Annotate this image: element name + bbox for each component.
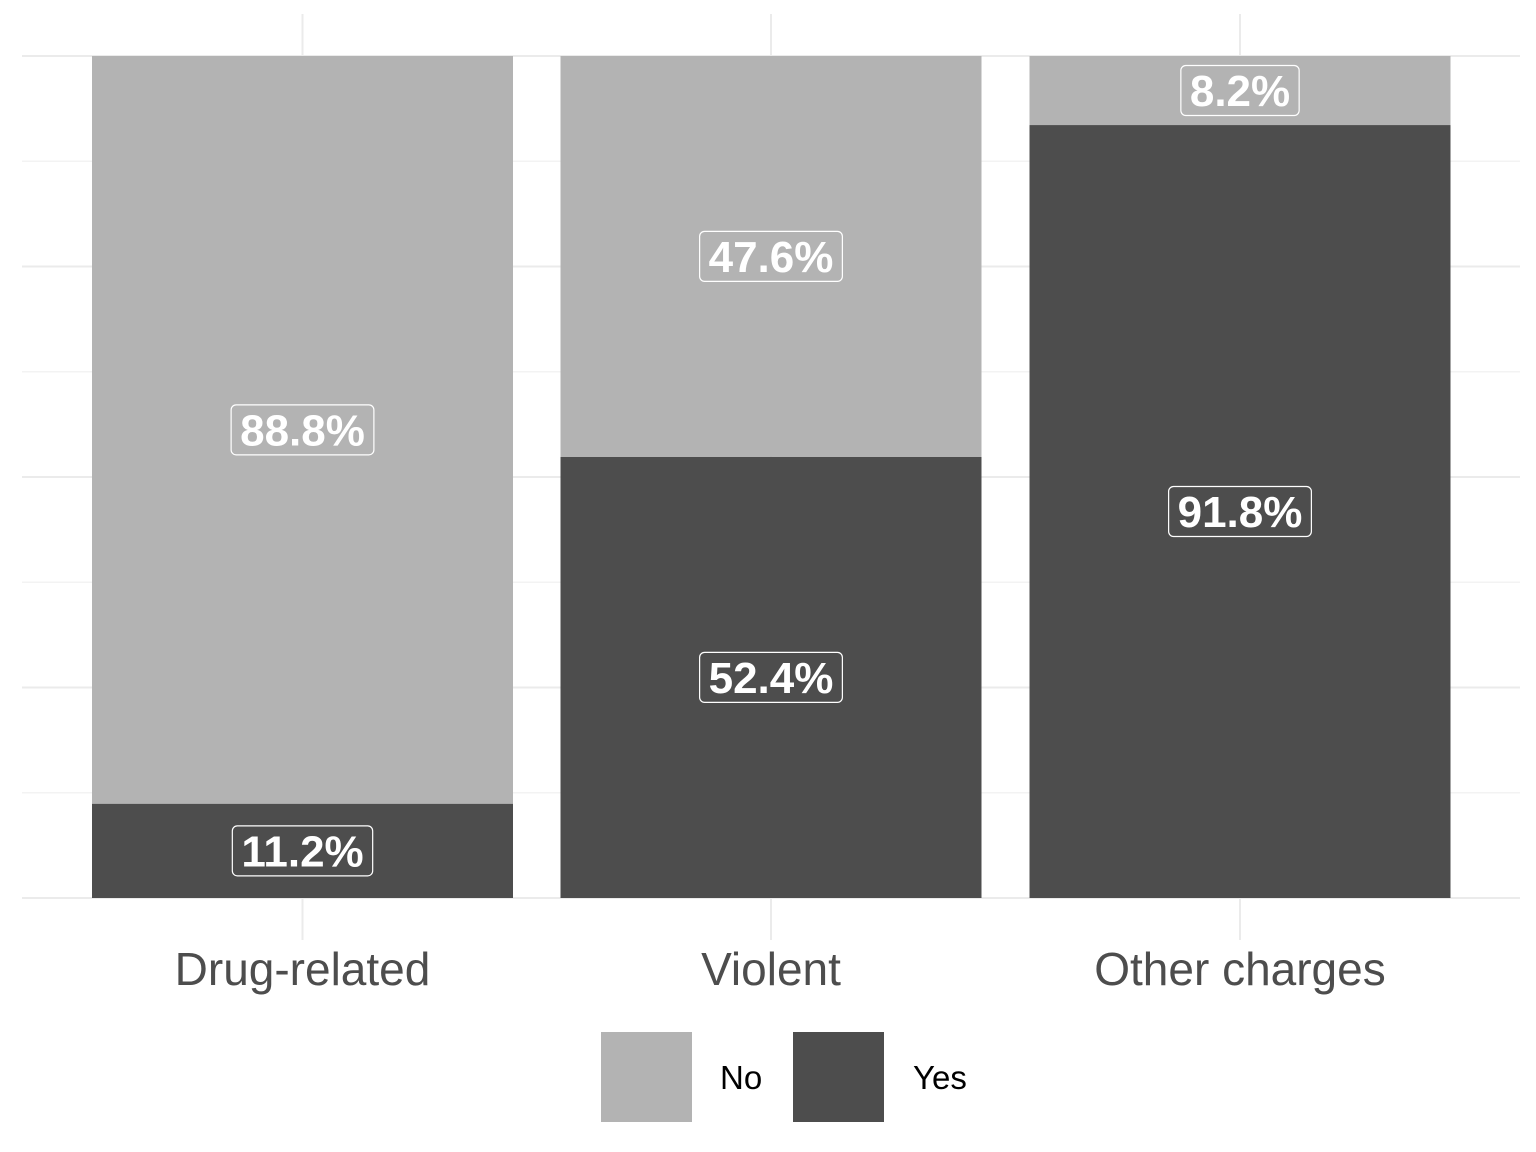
- label-drug-related-yes: 11.2%: [241, 827, 363, 876]
- label-drug-related-no-box: [230, 404, 375, 456]
- bars: [92, 56, 1451, 898]
- x-tick-label-other-charges: Other charges: [1094, 943, 1385, 995]
- label-other-charges-yes-group: 91.8%: [1168, 485, 1312, 538]
- label-other-charges-yes-box: [1168, 485, 1312, 538]
- legend-key-yes: [793, 1032, 884, 1122]
- label-violent-yes-group: 52.4%: [699, 651, 843, 703]
- label-other-charges-no-box: [1180, 64, 1300, 117]
- label-other-charges-no-group: 8.2%: [1180, 64, 1300, 117]
- legend: No Yes: [601, 1032, 967, 1122]
- label-drug-related-yes-box: [231, 825, 374, 877]
- label-violent-no: 47.6%: [709, 233, 834, 282]
- category-labels: Drug-related Violent Other charges: [175, 943, 1386, 995]
- legend-label-no: No: [720, 1059, 762, 1096]
- label-violent-no-box: [699, 230, 843, 282]
- label-other-charges-no: 8.2%: [1190, 67, 1290, 116]
- x-tick-label-violent: Violent: [701, 943, 841, 995]
- x-tick-label-drug-related: Drug-related: [175, 943, 431, 995]
- label-violent-yes-box: [699, 651, 843, 703]
- label-other-charges-yes: 91.8%: [1178, 488, 1303, 537]
- label-drug-related-no: 88.8%: [240, 406, 365, 455]
- label-drug-related-yes-group: 11.2%: [231, 825, 374, 877]
- legend-label-yes: Yes: [913, 1059, 967, 1096]
- label-violent-yes: 52.4%: [709, 654, 834, 703]
- legend-key-no: [601, 1032, 692, 1122]
- segment-labels: 11.2% 88.8% 52.4% 47.6% 91.8% 8.2%: [230, 64, 1312, 877]
- label-violent-no-group: 47.6%: [699, 230, 843, 282]
- label-drug-related-no-group: 88.8%: [230, 404, 375, 456]
